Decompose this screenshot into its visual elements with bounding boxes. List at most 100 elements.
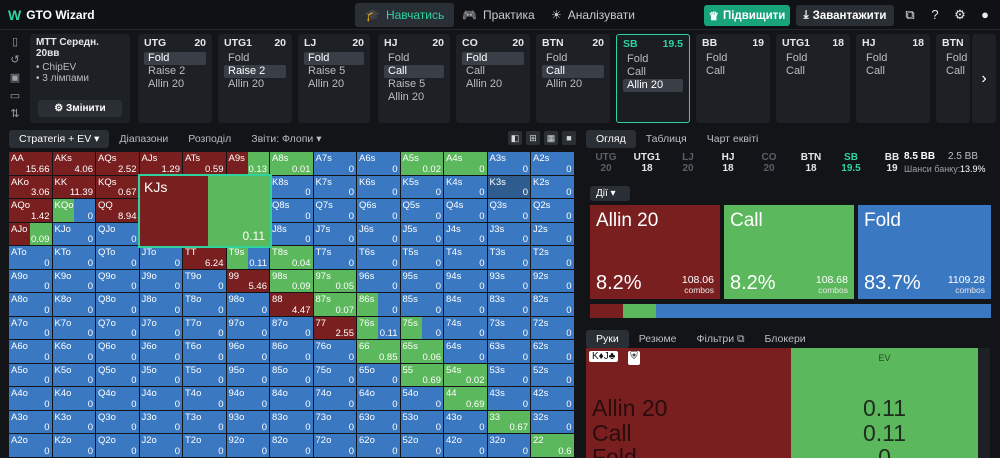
seq-action[interactable]: Raise 5 [308, 65, 346, 77]
seq-action[interactable]: Allin 20 [623, 79, 683, 92]
hand-cell[interactable]: 42o 0 [444, 434, 488, 458]
hand-cell[interactable]: J7o 0 [139, 316, 183, 340]
screenshot-icon[interactable]: ⧉ [905, 7, 915, 22]
hand-cell[interactable]: A6o 0 [9, 340, 53, 364]
hand-cell[interactable]: 54s 0.02 [444, 363, 488, 387]
hand-cell[interactable]: 73s 0 [487, 316, 531, 340]
hand-cell[interactable]: 97s 0.05 [313, 269, 357, 293]
hand-cell[interactable]: 55 0.69 [400, 363, 444, 387]
hand-cell[interactable]: J3s 0 [487, 222, 531, 246]
position-hj[interactable]: HJ 18 [708, 150, 748, 176]
hand-cell[interactable]: T7s 0 [313, 246, 357, 270]
hand-cell[interactable]: A8s 0.01 [270, 152, 314, 176]
hand-cell[interactable]: J7s 0 [313, 222, 357, 246]
hand-cell[interactable]: 65s 0.06 [400, 340, 444, 364]
tab-ranges[interactable]: Діапазони [119, 133, 169, 145]
hand-cell[interactable]: A4o 0 [9, 387, 53, 411]
position-utg1[interactable]: UTG1 18 [627, 150, 667, 176]
hand-cell[interactable]: K6o 0 [52, 340, 96, 364]
hand-cell[interactable]: 64o 0 [357, 387, 401, 411]
tab-reports[interactable]: Звіти: Флопи ▾ [251, 133, 322, 145]
hand-cell[interactable]: T6s 0 [357, 246, 401, 270]
hand-cell[interactable]: KJo 0 [52, 222, 96, 246]
hand-cell[interactable]: J2s 0 [531, 222, 575, 246]
hand-cell[interactable]: T4o 0 [183, 387, 227, 411]
table-icon[interactable]: ▭ [9, 90, 21, 102]
hand-cell[interactable]: 32o 0 [487, 434, 531, 458]
hand-cell[interactable]: 52o 0 [400, 434, 444, 458]
hand-cell[interactable]: 74o 0 [313, 387, 357, 411]
hand-cell[interactable]: K2s 0 [531, 175, 575, 199]
hand-cell[interactable]: 43o 0 [444, 410, 488, 434]
hand-cell[interactable]: 84s 0 [444, 293, 488, 317]
hand-cell[interactable]: A7s 0 [313, 152, 357, 176]
hand-cell[interactable]: 85s 0 [400, 293, 444, 317]
seq-action[interactable]: Fold [786, 52, 808, 64]
seq-action[interactable]: Raise 5 [388, 78, 426, 90]
hand-cell[interactable]: 76s 0.11 [357, 316, 401, 340]
seq-action[interactable]: Allin 20 [228, 78, 265, 90]
hand-cell[interactable]: Q7o 0 [96, 316, 140, 340]
hand-cell[interactable]: A9s 0.13 [226, 152, 270, 176]
seq-action[interactable]: Allin 20 [308, 78, 345, 90]
seq-action[interactable]: Call [384, 65, 444, 78]
hand-cell[interactable]: 62s 0 [531, 340, 575, 364]
hand-cell[interactable]: JTo 0 [139, 246, 183, 270]
hand-cell[interactable]: 99 5.46 [226, 269, 270, 293]
nav-analyze[interactable]: ☀ Аналізувати [541, 3, 645, 27]
download-button[interactable]: ⤓ Завантажити [796, 5, 894, 26]
hand-cell[interactable]: Q4o 0 [96, 387, 140, 411]
hand-cell[interactable]: 84o 0 [270, 387, 314, 411]
hand-cell[interactable]: TT 6.24 [183, 246, 227, 270]
reset-icon[interactable]: ↺ [10, 54, 20, 66]
tab-filters[interactable]: Фільтри ⧉ [687, 330, 755, 348]
hand-cell[interactable]: J2o 0 [139, 434, 183, 458]
hand-cell[interactable]: A9o 0 [9, 269, 53, 293]
hand-cell[interactable]: J5o 0 [139, 363, 183, 387]
hand-cell[interactable]: Q5o 0 [96, 363, 140, 387]
hand-cell[interactable]: A5s 0.02 [400, 152, 444, 176]
hand-cell[interactable]: K2o 0 [52, 434, 96, 458]
hand-cell[interactable]: T4s 0 [444, 246, 488, 270]
hand-cell[interactable]: Q7s 0 [313, 199, 357, 223]
hand-cell[interactable]: K4o 0 [52, 387, 96, 411]
seq-card-lj[interactable]: LJ 20 Fold Raise 5 Allin 20 [298, 34, 370, 123]
hand-cell[interactable]: Q6s 0 [357, 199, 401, 223]
hand-cell[interactable]: Q3s 0 [487, 199, 531, 223]
seq-action[interactable]: Fold [546, 52, 568, 64]
hand-cell[interactable]: T6o 0 [183, 340, 227, 364]
hand-cell[interactable]: 98o 0 [226, 293, 270, 317]
seq-card-bb[interactable]: BB 19 Fold Call [696, 34, 770, 123]
seq-action[interactable]: Fold [144, 52, 206, 65]
hand-cell[interactable]: 82s 0 [531, 293, 575, 317]
hand-cell[interactable]: J4s 0 [444, 222, 488, 246]
hand-cell[interactable]: J6o 0 [139, 340, 183, 364]
chevron-right-icon[interactable]: › [972, 34, 996, 123]
settings-icon[interactable]: ⚙ [954, 7, 966, 22]
hand-cell[interactable]: Q8o 0 [96, 293, 140, 317]
hand-cell[interactable]: 95s 0 [400, 269, 444, 293]
hand-cell[interactable]: 63s 0 [487, 340, 531, 364]
hand-cell[interactable]: T5o 0 [183, 363, 227, 387]
position-utg[interactable]: UTG 20 [586, 150, 626, 176]
hand-cell[interactable]: K3s 0 [487, 175, 531, 199]
seq-action[interactable]: Fold [706, 52, 728, 64]
account-icon[interactable]: ● [981, 7, 989, 22]
hand-cell[interactable]: AJs 1.29 [139, 152, 183, 176]
hand-cell[interactable]: 75o 0 [313, 363, 357, 387]
hand-cell[interactable]: 53s 0 [487, 363, 531, 387]
hand-cell[interactable]: 86s 0 [357, 293, 401, 317]
seq-card-utg1[interactable]: UTG1 20 Fold Raise 2 Allin 20 [218, 34, 292, 123]
hand-cell[interactable]: AA 15.66 [9, 152, 53, 176]
hand-cell[interactable]: KQo 0 [52, 199, 96, 223]
hand-cell[interactable]: K5s 0 [400, 175, 444, 199]
position-sb[interactable]: SB 19.5 [831, 150, 871, 176]
upgrade-button[interactable]: ♛ Підвищити [704, 5, 790, 26]
position-btn[interactable]: BTN 18 [791, 150, 831, 176]
seq-action[interactable]: Raise 2 [148, 65, 186, 77]
hand-cell[interactable]: 52s 0 [531, 363, 575, 387]
hand-cell[interactable]: K8o 0 [52, 293, 96, 317]
hand-cell[interactable]: T2s 0 [531, 246, 575, 270]
hand-cell[interactable]: K7s 0 [313, 175, 357, 199]
hand-cell[interactable]: T8s 0.04 [270, 246, 314, 270]
